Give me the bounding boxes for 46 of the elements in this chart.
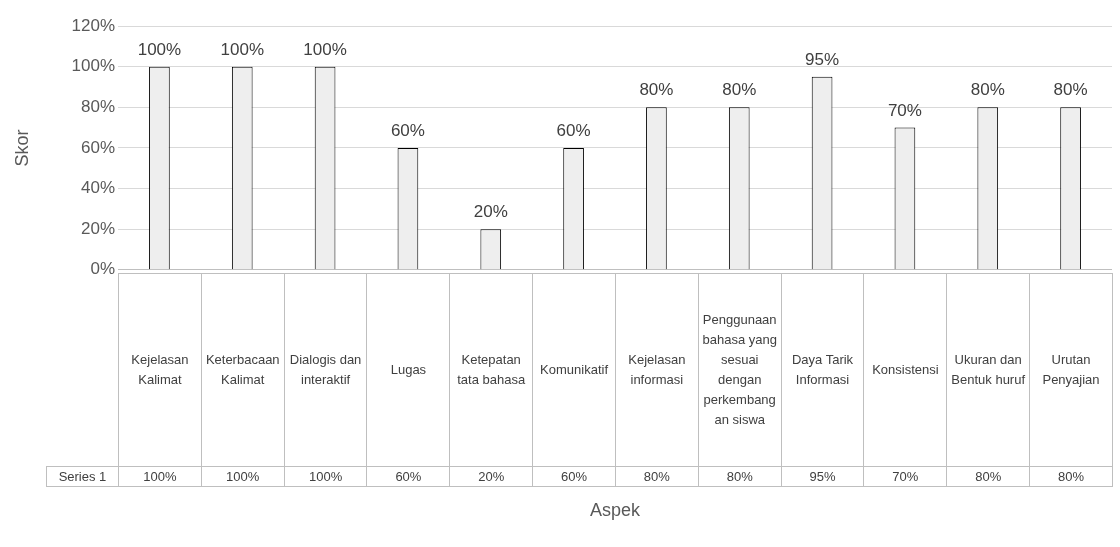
x-axis-title: Aspek: [589, 500, 641, 521]
data-label: 60%: [532, 466, 616, 487]
x-tick-label: Kejelasan informasi: [615, 273, 699, 467]
x-tick-label: Lugas: [366, 273, 450, 467]
data-label: 95%: [781, 466, 864, 487]
data-label: 80%: [1029, 466, 1113, 487]
text: 100%: [220, 39, 264, 59]
text: 60%: [556, 121, 591, 141]
text: 20%: [473, 202, 508, 222]
data-label: 100%: [284, 466, 367, 487]
x-tick-label: Ketepatan tata bahasa: [449, 273, 533, 467]
data-label: 80%: [946, 466, 1030, 487]
text: 80%: [722, 80, 757, 100]
text: 95%: [805, 49, 840, 69]
y-tick-label: 40%: [80, 178, 115, 198]
data-label: 100%: [118, 466, 202, 487]
data-label: 100%: [201, 466, 285, 487]
x-tick-label: Daya Tarik Informasi: [781, 273, 864, 467]
data-label: 80%: [698, 466, 782, 487]
y-tick-label: 20%: [80, 218, 115, 238]
data-label: 60%: [366, 466, 450, 487]
y-tick-label: 120%: [71, 15, 115, 35]
y-tick-label: 80%: [80, 96, 115, 116]
x-tick-label: Penggunaan bahasa yang sesuai dengan perkembangan siswa: [698, 273, 782, 467]
x-tick-label: Keterbacaan Kalimat: [201, 273, 285, 467]
text: 60%: [390, 121, 425, 141]
y-tick-label: 60%: [80, 137, 115, 157]
x-tick-label: Kejelasan Kalimat: [118, 273, 202, 467]
x-tick-label: Urutan Penyajian: [1029, 273, 1113, 467]
x-tick-label: Ukuran dan Bentuk huruf: [946, 273, 1030, 467]
data-label: 80%: [615, 466, 699, 487]
text: Series 1: [46, 466, 119, 487]
data-label: 20%: [449, 466, 533, 487]
x-tick-label: Konsistensi: [863, 273, 947, 467]
y-tick-label: 100%: [71, 56, 115, 76]
data-label: 70%: [863, 466, 947, 487]
text: 80%: [1053, 80, 1088, 100]
text: 100%: [303, 39, 347, 59]
y-tick-label: 0%: [90, 259, 115, 279]
text: 80%: [639, 80, 674, 100]
y-axis-title: Skor: [11, 129, 32, 167]
text: 100%: [137, 39, 182, 59]
x-tick-label: Komunikatif: [532, 273, 616, 467]
x-tick-label: Dialogis dan interaktif: [284, 273, 367, 467]
text: 70%: [887, 100, 922, 120]
text: 80%: [970, 80, 1005, 100]
